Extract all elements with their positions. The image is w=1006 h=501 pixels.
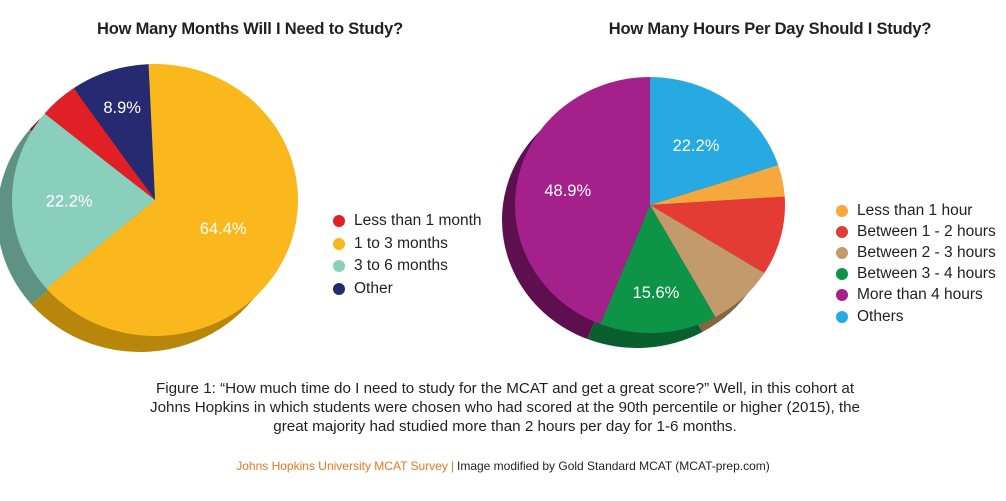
legend-swatch (333, 260, 345, 273)
legend-swatch (836, 289, 848, 302)
legend-item: 3 to 6 months (333, 255, 482, 278)
legend-swatch (333, 283, 345, 296)
pie-slice (650, 205, 765, 317)
pie-slice (515, 77, 650, 325)
legend-label: 1 to 3 months (354, 234, 448, 252)
legend-label: Between 1 - 2 hours (857, 222, 996, 240)
pie-slice (600, 205, 716, 333)
legend-label: Less than 1 hour (857, 201, 973, 219)
pie-data-label: 8.9% (103, 99, 141, 117)
pie-slice (650, 165, 785, 205)
legend-label: 3 to 6 months (354, 257, 448, 275)
source-credit: Johns Hopkins University MCAT Survey (236, 459, 448, 473)
pie-slice (44, 88, 155, 200)
pie-slice (650, 77, 779, 205)
legend-item: Other (333, 278, 482, 301)
legend-swatch (836, 225, 848, 238)
legend-item: Less than 1 month (333, 210, 482, 233)
legend-swatch (836, 246, 848, 259)
legend-item: Between 2 - 3 hours (836, 242, 996, 263)
pie-data-label: 48.9% (544, 182, 591, 200)
legend-item: 1 to 3 months (333, 233, 482, 256)
months-chart-title: How Many Months Will I Need to Study? (97, 20, 403, 38)
pie-data-label: 15.6% (633, 284, 680, 302)
legend-label: More than 4 hours (857, 286, 983, 304)
pie-slice (12, 113, 156, 289)
caption-line: great majority had studied more than 2 h… (273, 418, 737, 435)
legend-item: Between 3 - 4 hours (836, 264, 996, 285)
hours-legend: Less than 1 hour Between 1 - 2 hours Bet… (836, 200, 996, 327)
legend-swatch (836, 268, 848, 281)
legend-label: Between 2 - 3 hours (857, 243, 996, 261)
legend-label: Between 3 - 4 hours (857, 265, 996, 283)
pie-slice (46, 64, 298, 336)
legend-item: More than 4 hours (836, 285, 996, 306)
legend-item: Others (836, 306, 996, 327)
legend-swatch (836, 310, 848, 323)
legend-item: Between 1 - 2 hours (836, 221, 996, 242)
legend-label: Others (857, 307, 904, 325)
legend-swatch (836, 204, 848, 217)
pie-data-label: 64.4% (200, 220, 247, 238)
hours-chart-title: How Many Hours Per Day Should I Study? (608, 20, 932, 38)
pie-data-label: 22.2% (46, 193, 93, 211)
legend-swatch (333, 215, 345, 228)
months-legend: Less than 1 month 1 to 3 months 3 to 6 m… (333, 210, 482, 300)
pie-data-label: 22.2% (673, 137, 720, 155)
legend-swatch (333, 237, 345, 250)
caption-line: Johns Hopkins in which students were cho… (149, 399, 860, 416)
caption-line: Figure 1: “How much time do I need to st… (155, 380, 855, 397)
legend-label: Other (354, 280, 393, 298)
image-credit: Image modified by Gold Standard MCAT (MC… (456, 459, 770, 473)
pie-slice (650, 196, 785, 274)
legend-item: Less than 1 hour (836, 200, 996, 221)
source-footer: Johns Hopkins University MCAT Survey | Ima… (0, 459, 1006, 473)
pie-slice (73, 64, 155, 200)
legend-label: Less than 1 month (354, 212, 482, 230)
footer-separator: | (450, 459, 454, 473)
figure-caption: Figure 1: “How much time do I need to st… (80, 379, 930, 436)
